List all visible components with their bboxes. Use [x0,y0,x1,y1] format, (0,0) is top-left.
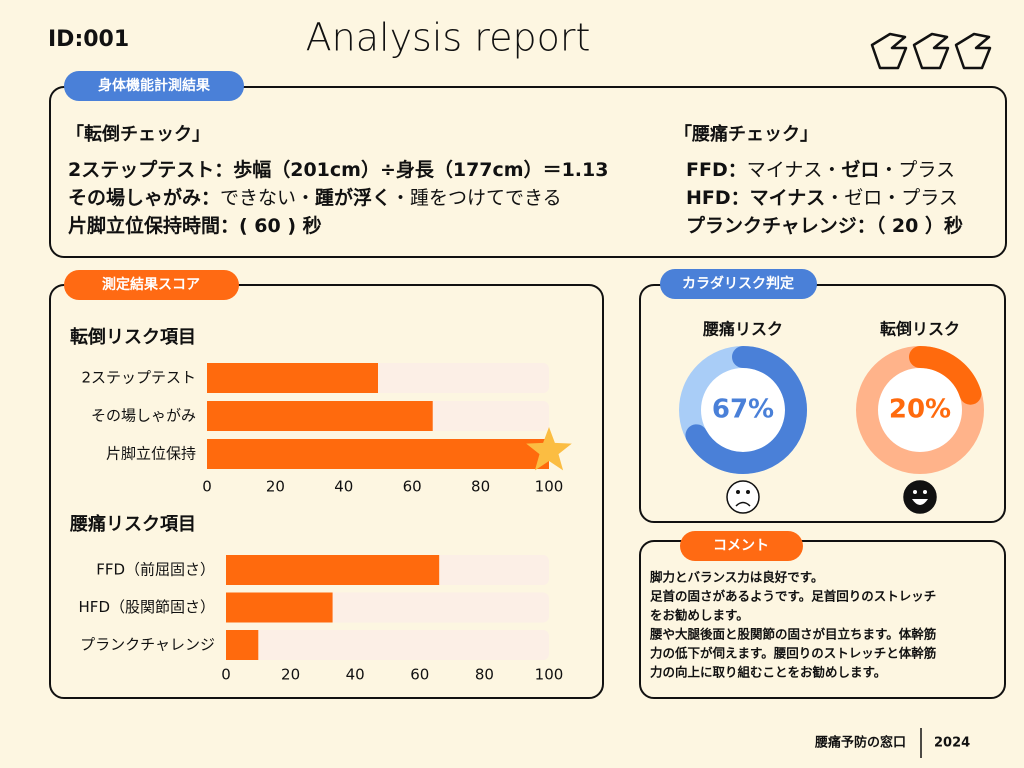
donut-arc [856,346,984,474]
text-segment: できない・ [220,187,315,209]
face-mouth [735,501,751,507]
bar [226,630,259,660]
face-eye [746,490,750,494]
x-tick-label: 80 [475,666,494,684]
pill [680,531,803,561]
comment-line: 力の向上に取り組むことをお勧めします。 [650,665,886,680]
face [726,480,760,514]
measure-line: その場しゃがみ：できない・踵が浮く・踵をつけてできる [68,186,562,209]
face-mouth [912,499,928,505]
risk-box [639,284,1006,523]
bar [207,363,378,393]
bar [207,439,549,469]
section-heading: 「腰痛チェック」 [674,123,818,145]
text-segment: マイナス [750,187,826,209]
text-segment: ゼロ [841,158,879,181]
y-tick-label: プランクチャレンジ [80,636,215,654]
footer-org: 腰痛予防の窓口 [814,735,906,751]
comment-line: 力の低下が伺えます。腰回りのストレッチと体幹筋 [650,646,937,661]
pill [64,71,244,101]
text-segment: ・踵をつけてできる [391,187,562,209]
face-eye [913,490,917,494]
chart-title: 転倒リスク項目 [70,326,196,348]
report-title: Analysis report [306,16,591,60]
measure-line: FFD：マイナス・ゼロ・プラス [686,158,955,181]
text-segment: マイナス・ [747,159,842,181]
section-heading: 「転倒チェック」 [66,123,210,145]
y-tick-label: 片脚立位保持 [106,445,196,463]
text-segment: 2ステップテスト：歩幅（201cm）÷身長（177cm）＝1.13 [68,158,608,181]
x-tick-label: 60 [410,666,429,684]
pill-label: 測定結果スコア [102,276,200,293]
score-box [49,284,604,699]
bar [207,401,433,431]
x-tick-label: 100 [535,478,564,496]
face-eye [736,490,740,494]
x-tick-label: 20 [281,666,300,684]
y-tick-label: HFD（股関節固さ） [79,598,215,616]
y-tick-label: 2ステップテスト [81,369,196,387]
donut-value: 67% [712,395,774,425]
donut-value: 20% [889,395,951,425]
chart-title: 腰痛リスク [703,320,783,339]
text-segment: FFD： [686,159,747,181]
chart-title: 転倒リスク [880,320,960,339]
text-segment: ・ゼロ・プラス [825,187,958,209]
comment-box [639,540,1006,699]
star [526,427,572,471]
pill-label: 身体機能計測結果 [98,77,211,94]
text-segment: 片脚立位保持時間：( 60 ) 秒 [68,214,322,237]
chart-title: 腰痛リスク項目 [69,513,196,535]
y-tick-label: その場しゃがみ [91,407,196,425]
measure-line: HFD：マイナス・ゼロ・プラス [686,187,958,209]
bar-track [226,630,549,660]
x-tick-label: 60 [403,478,422,496]
x-tick-label: 100 [535,666,564,684]
pill-label: カラダリスク判定 [682,275,794,292]
x-tick-label: 0 [221,666,231,684]
measure-line: プランクチャレンジ：（ 20 ）秒 [686,214,963,237]
comment-line: 腰や大腿後面と股関節の固さが目立ちます。体幹筋 [649,627,937,642]
pill [64,270,239,300]
text-segment: ・プラス [879,159,955,181]
face [903,480,937,514]
text-segment: HFD： [686,187,750,209]
text-segment: プランクチャレンジ：（ 20 ）秒 [686,214,963,237]
footer-year: 2024 [934,736,970,751]
logo [870,32,992,70]
x-tick-label: 40 [346,666,365,684]
comment-line: 脚力とバランス力は良好です。 [650,570,824,585]
report-id: ID:001 [48,27,129,52]
face-eye [923,490,927,494]
measure-line: 2ステップテスト：歩幅（201cm）÷身長（177cm）＝1.13 [68,158,608,181]
bar [226,555,440,585]
donut-arc [679,346,807,474]
comment-line: 足首の固さがあるようです。足首回りのストレッチ [650,589,936,604]
text-segment: その場しゃがみ： [68,186,220,209]
pill-label: コメント [713,538,769,554]
measure-box [49,86,1007,258]
x-tick-label: 20 [266,478,285,496]
text-segment: 踵が浮く [315,186,391,209]
x-tick-label: 0 [202,478,212,496]
pill [660,269,817,299]
measure-line: 片脚立位保持時間：( 60 ) 秒 [68,214,322,237]
x-tick-label: 40 [334,478,353,496]
bar [226,592,333,623]
y-tick-label: FFD（前屈固さ） [96,561,215,579]
x-tick-label: 80 [471,478,490,496]
comment-line: をお勧めします。 [650,608,749,623]
